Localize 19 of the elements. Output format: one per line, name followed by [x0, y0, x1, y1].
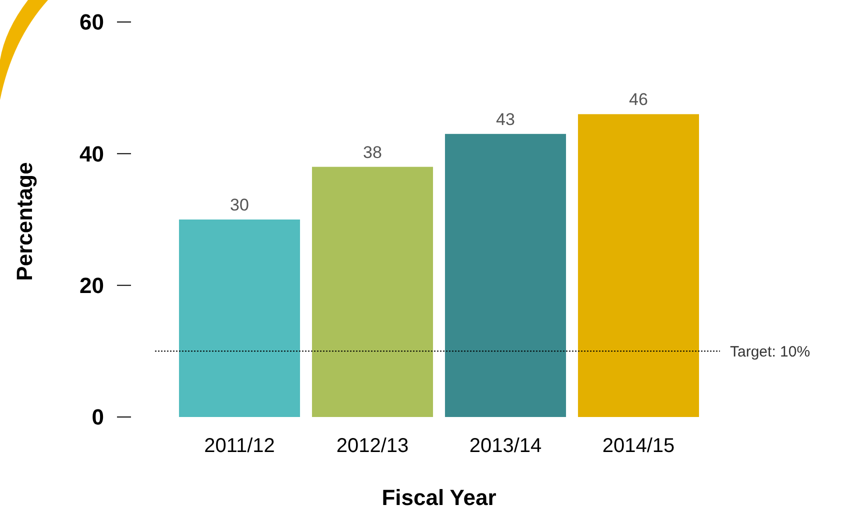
bar — [578, 114, 700, 417]
y-tick-label: 0 — [92, 404, 104, 430]
ref-line-label: Target: 10% — [730, 343, 810, 360]
y-tick-label: 40 — [80, 141, 104, 166]
y-axis-title: Percentage — [12, 162, 37, 281]
x-tick-label: 2012/13 — [336, 435, 409, 457]
y-tick-label: 60 — [80, 10, 104, 35]
y-tick-label: 20 — [80, 273, 104, 298]
x-tick-label: 2013/14 — [469, 435, 542, 457]
x-tick-label: 2014/15 — [602, 435, 675, 457]
data-label: 30 — [230, 196, 249, 214]
bar — [444, 134, 566, 417]
x-axis-title: Fiscal Year — [382, 485, 497, 510]
data-label: 38 — [363, 142, 382, 162]
data-label: 43 — [496, 110, 515, 129]
data-label: 46 — [629, 90, 648, 110]
x-tick-label: 2011/12 — [204, 435, 275, 457]
bar — [312, 166, 434, 417]
bar — [178, 220, 300, 417]
